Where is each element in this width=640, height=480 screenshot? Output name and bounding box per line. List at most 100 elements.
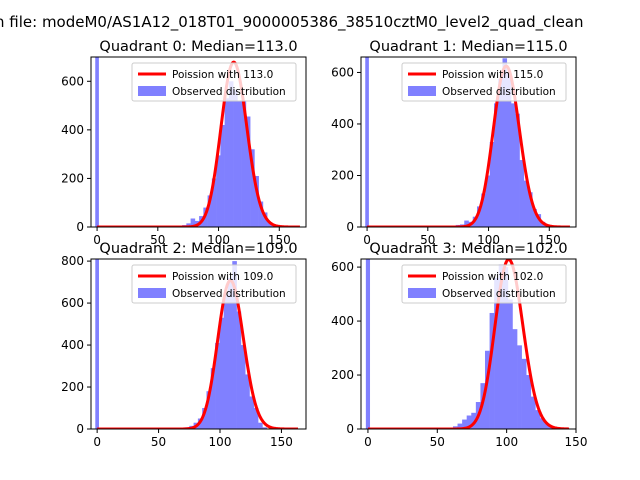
axes-frame xyxy=(360,258,577,430)
x-tick-label: 150 xyxy=(268,233,291,247)
histogram-bar xyxy=(498,264,504,429)
legend-box xyxy=(131,264,297,304)
axes-frame xyxy=(360,56,577,228)
histogram-bar xyxy=(511,103,516,227)
legend-entry-poisson: Poission with 102.0 xyxy=(442,271,543,283)
y-tick-label: 0 xyxy=(76,422,84,436)
histogram-bar xyxy=(485,350,490,429)
plot-area xyxy=(365,259,570,429)
histogram-bar xyxy=(523,180,529,227)
histogram-bar xyxy=(241,100,247,227)
histogram-bar xyxy=(232,261,237,429)
legend-patch-swatch xyxy=(138,288,166,298)
histogram-bar xyxy=(515,113,520,227)
poisson-curve xyxy=(96,60,301,227)
legend-entry-observed: Observed distribution xyxy=(442,86,556,98)
histogram-bar xyxy=(216,155,221,227)
histogram-bar xyxy=(262,427,267,429)
x-tick-label: 100 xyxy=(495,435,518,449)
histogram-bar xyxy=(253,408,259,429)
legend: Poission with 109.0 Observed distribution xyxy=(131,264,297,304)
subplot-title: Quadrant 2: Median=109.0 xyxy=(99,241,297,257)
histogram-bar xyxy=(207,195,213,227)
x-tick-label: 50 xyxy=(151,435,166,449)
histogram-bar xyxy=(485,175,491,227)
histogram-bar xyxy=(539,418,545,429)
y-tick-label: 0 xyxy=(346,422,354,436)
plot-area xyxy=(365,57,571,227)
histogram-bar xyxy=(532,208,537,227)
histogram-bar xyxy=(477,206,482,227)
subplot-grid: Quadrant 0: Median=113.0 0 50 100 150 0 200 400… xyxy=(61,39,587,449)
histogram-bar xyxy=(228,81,234,227)
plot-area xyxy=(95,57,301,227)
histogram-bar xyxy=(489,312,495,429)
subplot-quadrant-1: Quadrant 1: Median=115.0 0 50 100 150 0 200 400… xyxy=(331,39,577,247)
legend-box xyxy=(401,62,567,102)
x-tick-label: 150 xyxy=(565,435,588,449)
histogram-bar xyxy=(519,160,525,227)
histogram-bar xyxy=(503,267,509,429)
legend-patch-swatch xyxy=(408,86,436,96)
histogram-bar xyxy=(206,391,212,429)
histogram-bar xyxy=(258,422,263,429)
y-tick-label: 0 xyxy=(346,220,354,234)
legend-entry-observed: Observed distribution xyxy=(172,288,286,300)
histogram-bar xyxy=(215,342,220,429)
histogram-bar xyxy=(498,78,503,227)
histogram-bar xyxy=(237,100,242,227)
histogram-bar xyxy=(262,212,268,227)
legend-entry-poisson: Poission with 109.0 xyxy=(172,271,273,283)
histogram-bar xyxy=(190,218,196,227)
histogram-bar xyxy=(494,103,499,227)
y-tick-label: 200 xyxy=(61,380,84,394)
histogram-bar xyxy=(526,375,532,429)
histogram-bar xyxy=(471,412,477,429)
x-tick-label: 150 xyxy=(538,233,561,247)
y-tick-label: 600 xyxy=(61,74,84,88)
x-tick-label: 0 xyxy=(364,435,372,449)
histogram-bar xyxy=(250,149,255,227)
y-tick-label: 200 xyxy=(61,171,84,185)
histogram-bar xyxy=(236,311,242,429)
y-tick-label: 400 xyxy=(61,338,84,352)
legend-entry-poisson: Poission with 113.0 xyxy=(172,69,273,81)
y-tick-label: 400 xyxy=(331,117,354,131)
legend: Poission with 113.0 Observed distribution xyxy=(131,62,297,102)
poisson-curve xyxy=(367,259,570,429)
y-tick-label: 0 xyxy=(76,220,84,234)
legend-entry-poisson: Poission with 115.0 xyxy=(442,69,543,81)
histogram-bar xyxy=(240,345,246,429)
y-tick-label: 600 xyxy=(61,296,84,310)
subplot-title: Quadrant 0: Median=113.0 xyxy=(99,39,297,55)
legend-patch-swatch xyxy=(138,86,166,96)
plot-area xyxy=(95,259,299,429)
histogram-bar xyxy=(249,396,255,429)
histogram-bar xyxy=(535,410,541,429)
histogram-bar xyxy=(211,178,217,227)
x-tick-label: 100 xyxy=(207,233,230,247)
histogram-bar xyxy=(245,116,251,227)
poisson-curve xyxy=(96,278,299,429)
histogram-bar xyxy=(220,125,225,227)
histogram-bar xyxy=(494,277,500,429)
histogram-bar xyxy=(233,89,238,227)
histogram-bar xyxy=(462,419,467,429)
legend: Poission with 102.0 Observed distribution xyxy=(401,264,567,304)
poisson-curve xyxy=(366,64,571,227)
subplot-quadrant-2: Quadrant 2: Median=109.0 0 50 100 150 0 200 400… xyxy=(61,241,307,449)
histogram-bar xyxy=(254,176,259,227)
x-tick-label: 0 xyxy=(93,233,101,247)
histogram-bar xyxy=(464,220,469,227)
histogram-bar-zero xyxy=(365,259,371,429)
histogram-bar xyxy=(219,317,224,429)
subplot-title: Quadrant 1: Median=115.0 xyxy=(369,39,567,55)
axes-frame xyxy=(90,56,307,228)
histogram-bar xyxy=(224,98,230,227)
histogram-bar-zero xyxy=(365,57,369,227)
histogram-bar xyxy=(530,396,536,429)
histogram-bar xyxy=(517,345,522,429)
histogram-bar xyxy=(258,201,264,227)
legend-entry-observed: Observed distribution xyxy=(442,288,556,300)
subplot-quadrant-3: Quadrant 3: Median=102.0 0 50 100 150 0 200 400… xyxy=(331,241,587,449)
